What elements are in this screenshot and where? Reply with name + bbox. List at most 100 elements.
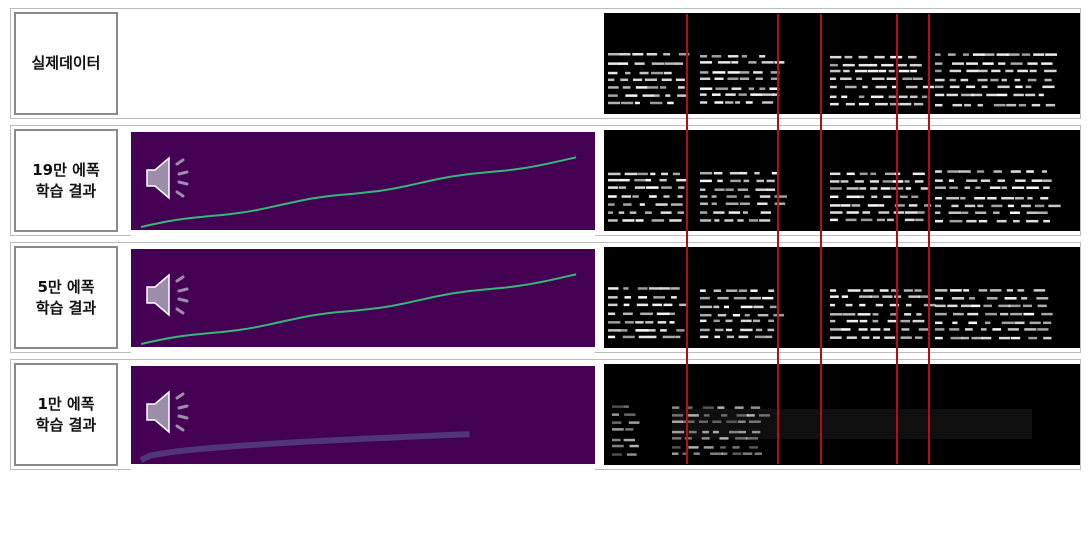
spectro-stripe xyxy=(700,219,712,222)
spectro-stripe xyxy=(851,204,861,207)
spectro-stripe xyxy=(700,296,710,300)
spectro-stripe xyxy=(1021,53,1031,56)
spectro-stripe xyxy=(1013,219,1020,223)
spectro-stripe xyxy=(993,170,1002,173)
spectro-stripe xyxy=(700,188,706,191)
spectro-stripe xyxy=(1043,219,1051,223)
spectro-stripe xyxy=(735,101,741,104)
spectro-stripe xyxy=(663,195,670,198)
spectro-stripe xyxy=(1045,53,1058,56)
spectro-stripe xyxy=(1010,336,1021,340)
spectro-stripe xyxy=(830,172,841,176)
spectro-stripe xyxy=(935,170,942,173)
spectro-stripe xyxy=(910,69,917,73)
spectro-stripe xyxy=(840,180,849,183)
spectro-stripe xyxy=(733,296,747,300)
spectro-stripe xyxy=(632,78,643,82)
spectro-stripe xyxy=(612,438,621,442)
spectro-stripe xyxy=(612,428,624,431)
row-label: 19만 에폭 학습 결과 xyxy=(14,129,118,232)
spectro-stripe xyxy=(612,421,622,424)
spectro-stripe xyxy=(662,335,675,339)
spectro-stripe xyxy=(768,319,774,323)
spectro-stripe xyxy=(622,219,635,222)
spectro-stripe xyxy=(748,87,755,90)
spectro-stripe xyxy=(660,211,672,214)
spectro-stripe xyxy=(858,328,868,331)
spectro-stripe xyxy=(935,69,942,73)
spectro-stripe xyxy=(663,71,672,75)
spectro-stripe xyxy=(1006,53,1020,56)
spectro-stripe xyxy=(1001,321,1014,325)
spectro-stripe xyxy=(1026,186,1039,189)
row-label: 실제데이터 xyxy=(14,12,118,115)
spectro-stripe xyxy=(1025,85,1032,89)
spectro-stripe xyxy=(905,85,918,89)
spectro-stripe xyxy=(908,204,918,207)
spectro-stripe xyxy=(608,219,618,222)
spectro-stripe xyxy=(737,219,744,222)
spectro-stripe xyxy=(830,180,840,183)
spectro-stripe xyxy=(971,304,981,308)
spectro-stripe xyxy=(660,287,670,290)
spectro-stripe xyxy=(670,296,677,299)
spectro-stripe xyxy=(742,452,753,455)
label-line: 5만 에폭 xyxy=(37,277,95,296)
spectro-stripe xyxy=(908,55,917,59)
spectro-stripe xyxy=(750,93,762,96)
attention-line xyxy=(139,431,470,463)
spectro-stripe xyxy=(738,93,747,96)
spectro-stripe xyxy=(898,69,910,73)
spectro-stripe xyxy=(978,219,988,223)
spectro-stripe xyxy=(1038,211,1048,214)
spectro-stripe xyxy=(830,204,841,207)
spectro-stripe xyxy=(830,319,836,323)
speaker-body xyxy=(146,390,170,434)
spectro-stripe xyxy=(754,171,760,175)
spectro-stripe xyxy=(830,289,837,292)
spectro-stripe xyxy=(624,296,631,299)
spectro-stripe xyxy=(729,171,741,175)
spectro-stripe xyxy=(900,102,912,106)
spectro-stripe xyxy=(762,101,774,104)
spectro-stripe xyxy=(651,219,665,222)
spectro-stripe xyxy=(750,289,758,292)
spectro-stripe xyxy=(634,62,645,65)
spectro-stripe xyxy=(700,335,709,339)
spectro-stripe xyxy=(714,188,725,191)
speaker-wave xyxy=(175,190,185,198)
spectro-stripe xyxy=(619,53,631,56)
spectro-stripe xyxy=(751,430,761,434)
spectro-stripe xyxy=(935,328,945,331)
spectro-stripe xyxy=(1037,328,1049,331)
spectro-stripe xyxy=(608,53,621,56)
spectro-stripe xyxy=(830,336,842,339)
spectro-stripe xyxy=(712,420,722,423)
spectro-stripe xyxy=(1001,78,1007,82)
spectro-stripe xyxy=(884,172,896,176)
spectro-stripe xyxy=(745,437,758,440)
spectro-stripe xyxy=(874,55,885,59)
spectro-stripe xyxy=(723,305,730,309)
spectro-stripe xyxy=(870,328,881,331)
spectro-stripe xyxy=(715,87,729,90)
spectro-stripe xyxy=(896,63,907,67)
spectro-stripe xyxy=(1026,211,1039,214)
spectro-stripe xyxy=(858,102,869,106)
spectro-stripe xyxy=(672,414,684,417)
spectro-stripe xyxy=(769,87,780,90)
spectro-stripe xyxy=(904,313,912,316)
spectro-stripe xyxy=(904,218,915,222)
spectro-stripe xyxy=(996,53,1009,56)
spectro-stripe xyxy=(949,219,963,223)
spectro-stripe xyxy=(1014,196,1024,200)
spectro-stripe xyxy=(765,335,773,339)
spectro-stripe xyxy=(872,336,880,339)
spectro-stripe xyxy=(883,328,891,331)
spectro-stripe xyxy=(903,289,913,292)
spectro-stripe xyxy=(672,437,682,440)
spectro-stripe xyxy=(625,71,631,75)
spectro-stripe xyxy=(840,77,852,81)
spectro-stripe xyxy=(646,86,659,89)
spectro-stripe xyxy=(749,446,759,449)
